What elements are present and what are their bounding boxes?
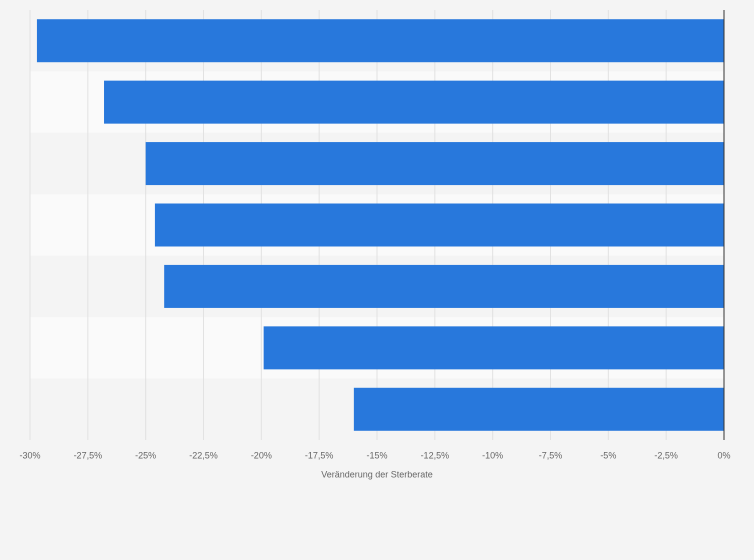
x-tick-label: -15% — [366, 450, 387, 460]
bar — [104, 80, 724, 124]
x-tick-label: -22,5% — [189, 450, 218, 460]
x-tick-label: -7,5% — [539, 450, 563, 460]
x-tick-label: -2,5% — [654, 450, 678, 460]
bar — [263, 326, 724, 370]
bar — [164, 264, 724, 308]
x-tick-label: -17,5% — [305, 450, 334, 460]
x-tick-label: -10% — [482, 450, 503, 460]
x-axis-title: Veränderung der Sterberate — [321, 469, 433, 479]
bar — [145, 142, 724, 186]
bar — [353, 387, 724, 431]
x-tick-label: -25% — [135, 450, 156, 460]
x-tick-label: -27,5% — [74, 450, 103, 460]
x-tick-label: -12,5% — [421, 450, 450, 460]
bar — [36, 19, 724, 63]
x-tick-label: -5% — [600, 450, 616, 460]
x-tick-label: 0% — [717, 450, 730, 460]
x-tick-label: -30% — [19, 450, 40, 460]
x-tick-label: -20% — [251, 450, 272, 460]
bar — [154, 203, 725, 247]
